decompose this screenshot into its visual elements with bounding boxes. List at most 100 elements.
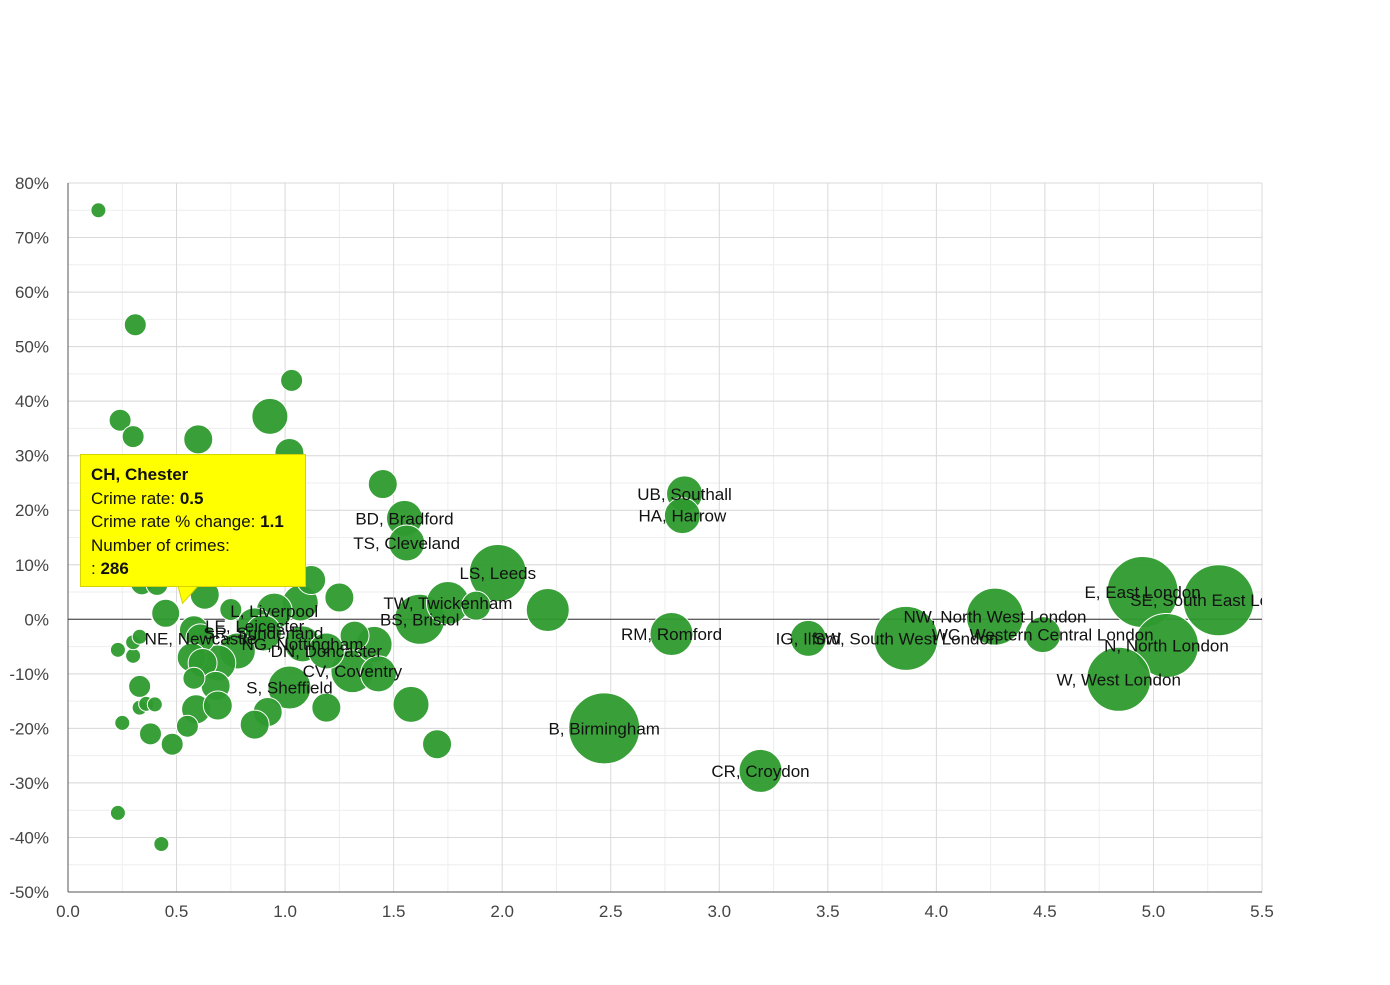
x-tick-label: 2.0 xyxy=(490,902,514,921)
data-point xyxy=(1182,564,1255,637)
data-point xyxy=(525,588,570,633)
tooltip-count: : 286 xyxy=(91,557,295,581)
data-label: SW, South West London xyxy=(814,629,999,648)
data-point xyxy=(422,729,453,760)
data-label: BS, Bristol xyxy=(380,610,459,629)
data-point xyxy=(108,408,132,432)
data-label: L, Liverpool xyxy=(230,602,318,621)
data-label: N, North London xyxy=(1104,636,1229,655)
data-point xyxy=(123,313,147,337)
data-point xyxy=(789,619,827,657)
x-tick-label: 3.5 xyxy=(816,902,840,921)
tooltip-change-value: 1.1 xyxy=(260,512,284,531)
y-tick-label: 10% xyxy=(15,556,49,575)
data-point xyxy=(219,597,243,621)
data-point xyxy=(109,804,126,821)
data-point xyxy=(311,692,342,723)
data-point xyxy=(965,587,1024,646)
data-point xyxy=(307,632,345,670)
data-point xyxy=(738,748,783,793)
tooltip-change: Crime rate % change: 1.1 xyxy=(91,510,295,534)
tooltip-count-prefix: : xyxy=(91,559,96,578)
data-point xyxy=(131,628,148,645)
x-tick-label: 4.0 xyxy=(925,902,949,921)
y-tick-label: 80% xyxy=(15,174,49,193)
data-label: NW, North West London xyxy=(903,608,1086,627)
data-point xyxy=(339,620,370,651)
y-tick-label: 50% xyxy=(15,338,49,357)
data-point xyxy=(128,674,152,698)
x-tick-label: 5.0 xyxy=(1142,902,1166,921)
data-point xyxy=(90,202,107,219)
data-label: HA, Harrow xyxy=(638,507,727,526)
data-point xyxy=(175,714,199,738)
data-point xyxy=(873,605,939,671)
y-tick-label: -20% xyxy=(9,719,49,738)
data-point xyxy=(663,497,701,535)
data-label: CR, Croydon xyxy=(711,762,809,781)
data-label: E, East London xyxy=(1084,583,1200,602)
y-tick-label: 60% xyxy=(15,283,49,302)
tooltip-change-label: Crime rate % change: xyxy=(91,512,256,531)
data-point xyxy=(202,690,233,721)
tooltip-count-value: 286 xyxy=(100,559,129,578)
y-tick-label: 70% xyxy=(15,229,49,248)
tooltip: CH, Chester Crime rate: 0.5 Crime rate %… xyxy=(80,454,306,587)
data-point xyxy=(388,524,426,562)
data-label: NE, Newcastle xyxy=(145,629,256,648)
data-label: TW, Twickenham xyxy=(383,594,512,613)
data-label: BD, Bradford xyxy=(355,509,453,528)
data-point xyxy=(153,836,170,853)
bubbles xyxy=(90,202,1255,853)
data-label: DN, Doncaster xyxy=(271,642,383,661)
data-point xyxy=(244,614,282,652)
x-tick-label: 5.5 xyxy=(1250,902,1274,921)
data-point xyxy=(160,732,184,756)
tooltip-title: CH, Chester xyxy=(91,465,189,484)
data-label: LS, Leeds xyxy=(460,564,537,583)
data-point xyxy=(392,685,430,723)
x-tick-label: 1.5 xyxy=(382,902,406,921)
data-point xyxy=(461,590,492,621)
data-point xyxy=(1086,646,1152,712)
data-label: SE, South East London xyxy=(1130,591,1307,610)
data-point xyxy=(359,655,397,693)
data-point xyxy=(125,647,142,664)
y-tick-label: 0% xyxy=(24,610,49,629)
data-point xyxy=(182,666,206,690)
y-tick-label: -30% xyxy=(9,774,49,793)
data-point xyxy=(146,696,163,713)
data-label: LE, Leicester xyxy=(205,617,305,636)
data-label: CV, Coventry xyxy=(303,662,403,681)
x-tick-label: 1.0 xyxy=(273,902,297,921)
data-label: WC, Western Central London xyxy=(932,626,1154,645)
x-tick-label: 0.5 xyxy=(165,902,189,921)
tooltip-rate-label: Crime rate: xyxy=(91,488,176,508)
data-label: S, Sheffield xyxy=(246,678,333,697)
x-tick-label: 3.0 xyxy=(707,902,731,921)
y-tick-label: 30% xyxy=(15,447,49,466)
tooltip-count-label: Number of crimes: xyxy=(91,535,230,555)
data-point xyxy=(367,469,398,500)
data-point xyxy=(1024,616,1062,654)
x-tick-label: 0.0 xyxy=(56,902,80,921)
data-label: NG, Nottingham xyxy=(242,635,364,654)
data-label: B, Birmingham xyxy=(548,719,659,738)
data-label: RM, Romford xyxy=(621,625,722,644)
data-point xyxy=(1133,612,1199,678)
y-tick-label: 20% xyxy=(15,501,49,520)
data-label: W, West London xyxy=(1057,670,1181,689)
data-point xyxy=(138,722,162,746)
data-label: SR, Sunderland xyxy=(203,624,323,643)
data-point xyxy=(239,709,270,740)
data-point xyxy=(468,543,527,602)
tooltip-rate: Crime rate: 0.5 xyxy=(91,487,295,511)
data-point xyxy=(649,612,694,657)
y-tick-label: 40% xyxy=(15,392,49,411)
y-tick-label: -40% xyxy=(9,828,49,847)
data-label: IG, Ilford xyxy=(776,629,841,648)
y-tick-label: -50% xyxy=(9,883,49,902)
